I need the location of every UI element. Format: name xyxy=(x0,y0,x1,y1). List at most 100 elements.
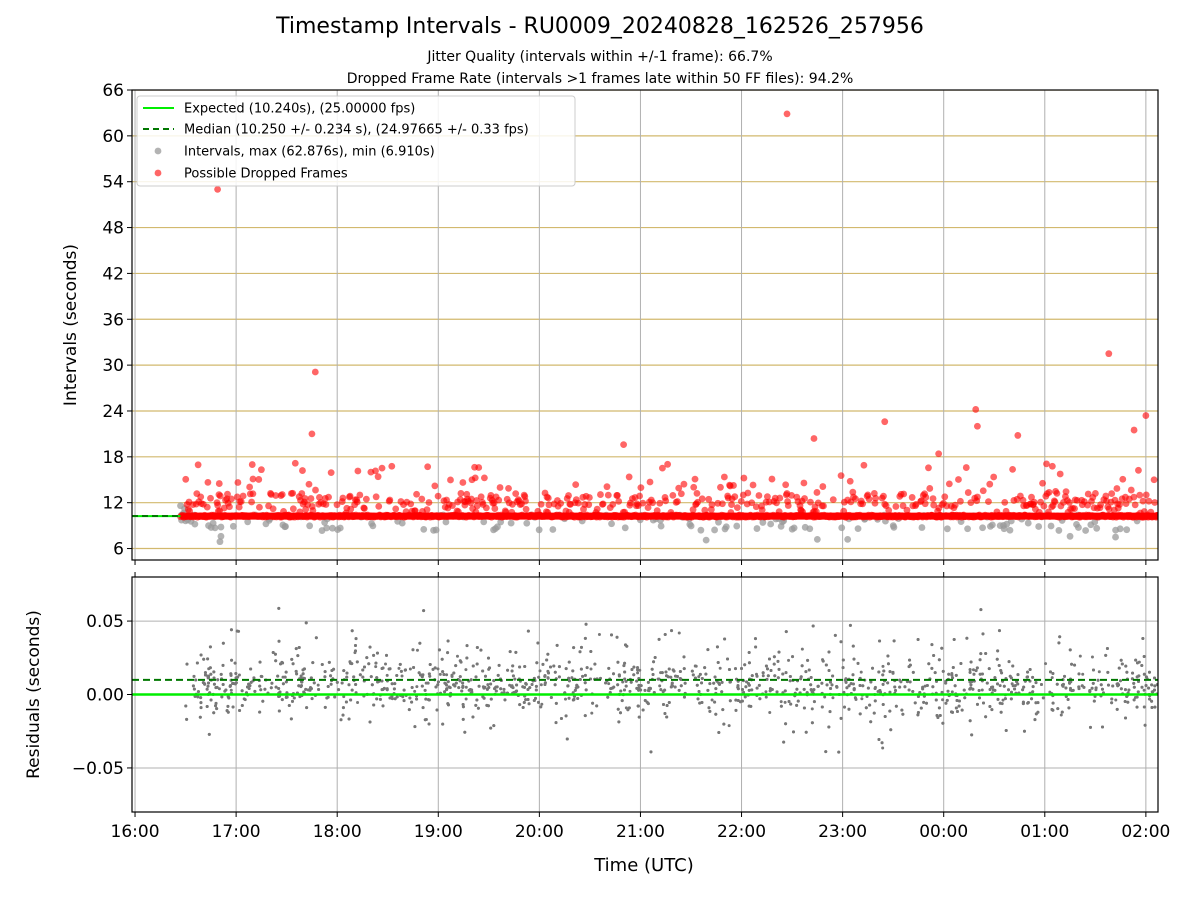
residual-point xyxy=(446,702,450,706)
residual-point xyxy=(311,661,315,665)
dropped-frame-point xyxy=(964,489,972,496)
dropped-frame-point xyxy=(544,494,552,502)
dropped-frame-point xyxy=(941,493,949,501)
dropped-frame-point xyxy=(1009,465,1016,473)
residual-point xyxy=(436,683,440,687)
residual-point xyxy=(974,669,978,673)
residual-point xyxy=(950,710,954,714)
residual-point xyxy=(911,689,915,693)
residual-point xyxy=(960,708,964,712)
residual-point xyxy=(612,685,616,689)
residual-point xyxy=(1048,670,1052,674)
residual-point xyxy=(1004,729,1008,733)
dropped-frame-point xyxy=(852,495,859,503)
y-tick-label: 66 xyxy=(102,81,124,101)
residual-point xyxy=(858,712,862,716)
dropped-frame-point xyxy=(327,469,335,477)
residual-point xyxy=(841,658,845,662)
residual-point xyxy=(931,685,935,689)
residual-point xyxy=(337,688,341,692)
residual-point xyxy=(916,711,920,715)
residual-point xyxy=(354,683,358,687)
dropped-frame-point xyxy=(784,502,792,509)
dropped-frame-point xyxy=(1142,491,1150,499)
residual-point xyxy=(503,698,507,702)
residual-point xyxy=(1010,682,1014,686)
residual-point xyxy=(526,687,530,691)
residual-point xyxy=(1090,655,1094,659)
residual-point xyxy=(567,679,571,683)
residual-point xyxy=(565,737,569,741)
residual-point xyxy=(584,688,588,692)
dropped-frame-point xyxy=(407,500,415,508)
residual-point xyxy=(559,717,563,721)
dropped-frame-point xyxy=(730,482,737,489)
residual-point xyxy=(749,704,753,708)
dropped-frame-point xyxy=(880,492,887,500)
residual-point xyxy=(657,637,661,641)
residual-point xyxy=(323,705,327,709)
residual-point xyxy=(667,667,671,671)
dropped-frame-point xyxy=(1048,462,1056,470)
residual-point xyxy=(989,685,993,689)
residual-point xyxy=(403,668,407,672)
residual-point xyxy=(236,675,240,679)
residual-point xyxy=(1124,716,1128,720)
residual-point xyxy=(984,651,988,655)
interval-point xyxy=(229,522,237,530)
residual-point xyxy=(782,740,786,744)
residual-point xyxy=(889,728,893,732)
residual-point xyxy=(1150,705,1154,709)
residual-point xyxy=(788,675,792,679)
residual-point xyxy=(908,658,912,662)
dropped-frame-point xyxy=(604,491,612,499)
residual-point xyxy=(743,695,747,699)
residual-point xyxy=(421,706,425,710)
residual-point xyxy=(494,689,498,693)
residual-point xyxy=(1007,688,1011,692)
dropped-frame-point xyxy=(705,495,713,503)
residual-point xyxy=(281,682,285,686)
residual-point xyxy=(370,683,374,687)
residual-point xyxy=(309,676,313,680)
dropped-frame-point xyxy=(1131,501,1139,509)
residual-point xyxy=(997,629,1001,633)
residual-point xyxy=(290,699,294,703)
residual-point xyxy=(461,684,465,688)
residual-point xyxy=(873,699,877,703)
residual-point xyxy=(203,673,207,677)
residual-point xyxy=(837,750,841,754)
interval-point xyxy=(329,524,336,532)
residual-point xyxy=(526,629,530,633)
interval-point xyxy=(1116,525,1124,533)
dropped-frame-point xyxy=(447,476,454,484)
residual-point xyxy=(829,687,833,691)
residual-point xyxy=(446,651,450,655)
dropped-frame-point xyxy=(353,498,361,506)
residual-point xyxy=(675,675,679,679)
residual-point xyxy=(698,701,702,705)
residual-point xyxy=(827,650,831,654)
residual-point xyxy=(888,670,892,674)
residual-point xyxy=(779,704,783,708)
residual-point xyxy=(349,698,353,702)
residual-point xyxy=(1150,690,1154,694)
residual-point xyxy=(1022,685,1026,689)
residual-point xyxy=(764,664,768,668)
residual-point xyxy=(714,687,718,691)
residual-point xyxy=(206,657,210,661)
residual-point xyxy=(475,698,479,702)
residual-point xyxy=(1105,647,1109,651)
residual-point xyxy=(678,669,682,673)
residual-point xyxy=(851,682,855,686)
residual-point xyxy=(242,697,246,701)
dropped-frame-point xyxy=(810,435,818,442)
residual-point xyxy=(717,681,721,685)
residual-point xyxy=(766,674,770,678)
residual-point xyxy=(361,668,365,672)
dropped-frame-point xyxy=(1091,490,1099,497)
residual-point xyxy=(950,690,954,694)
residual-point xyxy=(878,689,882,693)
residual-point xyxy=(921,687,925,691)
residual-point xyxy=(427,722,431,726)
